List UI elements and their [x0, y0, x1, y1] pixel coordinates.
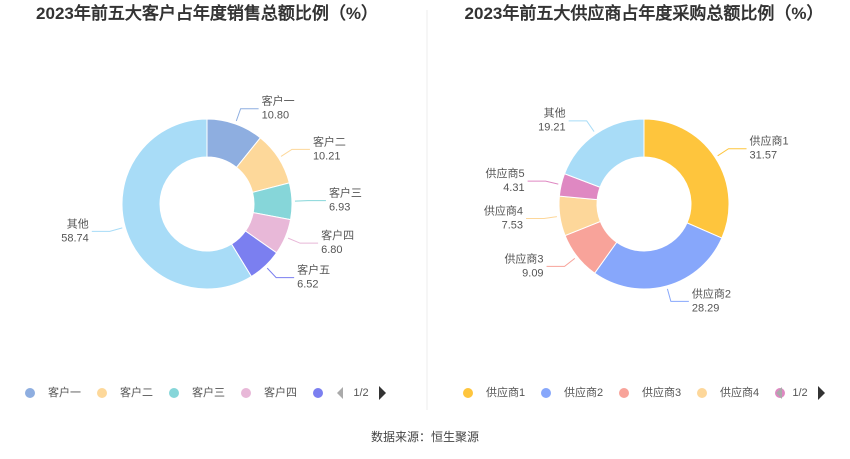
legend-marker — [25, 388, 35, 398]
slice-label: 其他 — [544, 107, 566, 120]
legend-marker — [313, 388, 323, 398]
slice-label: 供应商3 — [504, 251, 543, 265]
leader-line — [717, 148, 747, 157]
slice-label: 供应商4 — [484, 203, 523, 217]
legend-marker — [97, 388, 107, 398]
value-label: 4.31 — [503, 182, 524, 194]
legend-next — [818, 386, 825, 400]
slice — [563, 118, 645, 188]
legend-label: 供应商1 — [486, 385, 525, 399]
legend-prev — [337, 387, 343, 399]
chart-title: 2023年前五大供应商占年度采购总额比例（%） — [464, 4, 824, 23]
value-label: 10.21 — [313, 150, 341, 162]
legend-label: 客户二 — [120, 385, 153, 399]
legend-label: 供应商4 — [720, 385, 759, 399]
leader-line — [235, 108, 259, 122]
slice-label: 客户三 — [329, 186, 362, 200]
leader-line — [91, 227, 123, 232]
value-label: 19.21 — [538, 122, 566, 134]
legend-marker — [385, 388, 395, 398]
legend-marker — [697, 388, 707, 398]
legend: 供应商1供应商2供应商3供应商4供应商5其他 — [463, 385, 785, 399]
leader-line — [546, 257, 576, 267]
leader-line — [666, 288, 689, 302]
legend: 客户一 客户二 客户三 客户四 客户五 其他 — [25, 385, 395, 399]
legend-label: 客户四 — [264, 385, 297, 399]
legend-next — [379, 386, 386, 400]
leader-line — [280, 148, 310, 157]
legend-label: 客户一 — [48, 385, 81, 399]
legend-label: 客户三 — [192, 385, 225, 399]
value-label: 6.93 — [329, 202, 350, 214]
leader-line — [287, 237, 319, 244]
value-label: 7.53 — [502, 219, 523, 231]
slice-label: 供应商5 — [485, 166, 524, 180]
slice — [121, 118, 253, 290]
legend-page: 1/2 — [353, 387, 368, 399]
legend-marker — [169, 388, 179, 398]
value-label: 9.09 — [522, 267, 543, 279]
slice-label: 客户一 — [262, 94, 295, 108]
leader-line — [527, 180, 559, 185]
slice-label: 客户四 — [321, 228, 354, 242]
leader-line — [526, 216, 557, 219]
slice-label: 其他 — [67, 217, 89, 230]
value-label: 6.52 — [297, 279, 318, 291]
legend-prev — [776, 387, 782, 399]
slice-label: 供应商1 — [750, 134, 789, 148]
slice — [593, 222, 723, 290]
value-label: 58.74 — [61, 232, 89, 244]
value-label: 10.80 — [262, 110, 290, 122]
source: 数据来源：恒生聚源 — [371, 429, 479, 444]
legend-label: 供应商3 — [642, 385, 681, 399]
slice-label: 供应商2 — [692, 286, 731, 300]
legend-marker — [619, 388, 629, 398]
slice-label: 客户二 — [313, 134, 346, 148]
legend-marker — [463, 388, 473, 398]
slice — [643, 118, 730, 239]
leader-line — [568, 120, 595, 132]
value-label: 31.57 — [750, 150, 778, 162]
legend-marker — [241, 388, 251, 398]
legend-marker — [541, 388, 551, 398]
value-label: 6.80 — [321, 244, 342, 256]
value-label: 28.29 — [692, 302, 720, 314]
chart-title: 2023年前五大客户占年度销售总额比例（%） — [36, 4, 378, 23]
leader-line — [266, 267, 295, 279]
legend-label: 供应商2 — [564, 385, 603, 399]
slice-label: 客户五 — [297, 263, 330, 277]
legend-page: 1/2 — [792, 387, 807, 399]
